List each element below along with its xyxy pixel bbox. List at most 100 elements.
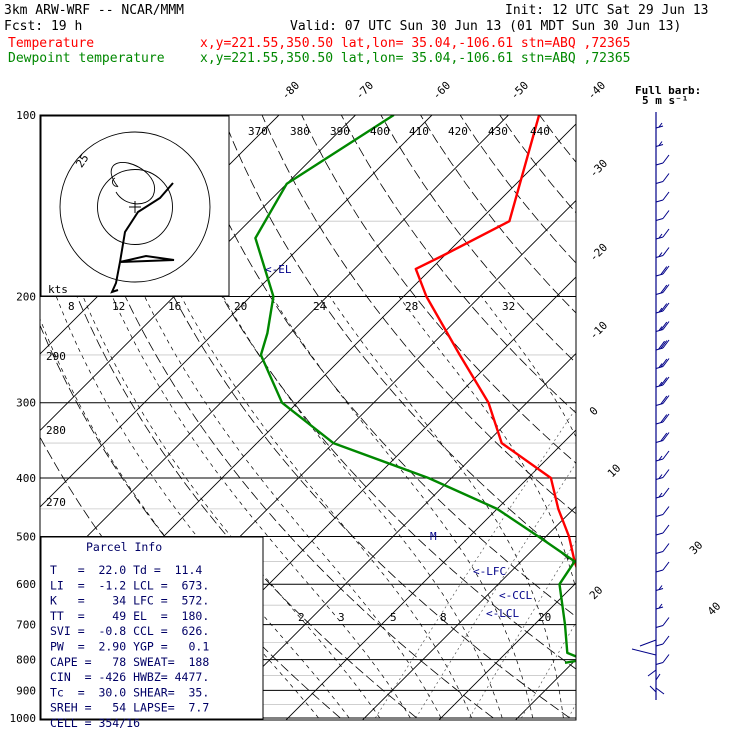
dry-adiabat xyxy=(658,115,740,718)
wind-barb xyxy=(655,173,670,185)
sounding-profiles xyxy=(254,115,576,664)
parcel-info-box: Parcel Info T = 22.0 Td = 11.4LI = -1.2 … xyxy=(40,536,264,730)
mixing-ratio-label: 16 xyxy=(168,300,181,313)
pressure-label: 200 xyxy=(16,291,36,304)
barb-flag xyxy=(662,561,670,571)
hodograph-speed-unit: kts xyxy=(48,283,68,296)
wind-barb xyxy=(655,487,670,499)
dry-adiabat xyxy=(63,115,494,719)
wind-barb xyxy=(655,603,664,610)
isotherm xyxy=(734,115,740,731)
mixing-ratio-line xyxy=(415,462,576,719)
temperature-tick-label: -10 xyxy=(587,319,610,342)
temperature-tick-label: 40 xyxy=(705,600,724,619)
barb-shaft xyxy=(655,402,664,407)
parcel-info-row: Tc = 30.0 SHEAR= 35. xyxy=(50,685,209,699)
barb-flag xyxy=(660,395,668,405)
parcel-info-row: LI = -1.2 LCL = 673. xyxy=(50,578,209,592)
theta-label: 430 xyxy=(488,125,508,138)
barb-flag xyxy=(662,247,670,256)
temperature-tick-label: -60 xyxy=(430,79,453,102)
level-annotation: <-EL xyxy=(265,263,292,276)
wind-barb xyxy=(655,376,670,388)
pressure-label: 700 xyxy=(16,619,36,632)
wind-barb xyxy=(655,210,670,222)
parcel-info-row: CELL = 354/16 xyxy=(50,716,140,730)
barb-flag xyxy=(662,321,670,330)
isotherm xyxy=(40,115,356,432)
hodograph-ring-label: 25 xyxy=(73,152,91,170)
dry-adiabat xyxy=(340,115,576,414)
barb-shaft xyxy=(655,513,664,518)
dry-adiabat xyxy=(301,115,576,464)
theta-label: 380 xyxy=(290,125,310,138)
theta-label: 410 xyxy=(409,125,429,138)
mixing-ratio-label: 8 xyxy=(68,300,75,313)
parcel-info-row: SREH = 54 LAPSE= 7.7 xyxy=(50,701,209,715)
barb-flag xyxy=(660,266,668,275)
temperature-label: Temperature xyxy=(8,36,94,51)
wind-barb xyxy=(655,561,670,573)
barb-half-flag xyxy=(658,603,663,609)
parcel-info-row: SVI = -0.8 CCL = 626. xyxy=(50,624,209,638)
barb-shaft xyxy=(655,643,664,647)
level-annotation: <-LCL xyxy=(486,607,519,620)
barb-flag xyxy=(660,340,668,349)
valid-time: Valid: 07 UTC Sun 30 Jun 13 (01 MDT Sun … xyxy=(290,19,681,34)
dry-adiabat xyxy=(579,115,740,718)
isotherm xyxy=(438,582,576,720)
wind-barb xyxy=(655,543,670,555)
mixing-ratio-line xyxy=(630,403,740,718)
barb-flag xyxy=(662,358,670,367)
moist-adiabat xyxy=(180,296,472,719)
barb-flag xyxy=(662,506,670,515)
barb-flag xyxy=(662,524,670,534)
wind-barb-light xyxy=(631,648,657,656)
mixing-ratio-line xyxy=(690,403,740,718)
theta-label: 420 xyxy=(448,125,468,138)
hodograph: kts 25 xyxy=(40,115,230,297)
mixing-ratio-line xyxy=(603,403,740,718)
barb-half-flag xyxy=(658,252,663,257)
mixing-ratio-label: 2 xyxy=(298,611,305,624)
pressure-label: 100 xyxy=(16,109,36,122)
moist-adiabat xyxy=(674,297,706,719)
mixing-ratio-line xyxy=(469,540,576,719)
barb-flag xyxy=(660,303,668,312)
dry-adiabat xyxy=(103,115,571,719)
barb-shaft xyxy=(655,661,664,666)
wind-barb xyxy=(655,191,670,203)
storm-motion-loop xyxy=(110,162,155,205)
isotherm xyxy=(208,352,576,720)
barb-shaft xyxy=(655,569,664,573)
barb-half-flag xyxy=(658,474,663,479)
hodograph-marker xyxy=(111,177,119,187)
wind-barb xyxy=(655,247,670,259)
mixing-ratio-line xyxy=(653,403,740,718)
barb-shaft xyxy=(655,162,664,166)
parcel-info-row: T = 22.0 Td = 11.4 xyxy=(50,563,202,577)
level-annotation: M xyxy=(430,530,437,543)
dry-adiabat xyxy=(261,115,576,515)
mixing-ratio-label: 8 xyxy=(440,611,447,624)
wind-barb xyxy=(655,321,670,333)
dewpoint-label: Dewpoint temperature xyxy=(8,51,165,66)
wind-barb xyxy=(655,617,670,629)
moist-adiabat xyxy=(398,296,576,591)
theta-label: 290 xyxy=(46,350,66,363)
barb-half-flag xyxy=(658,455,663,461)
theta-label: 390 xyxy=(330,125,350,138)
wind-barb xyxy=(655,265,670,277)
barb-flag xyxy=(660,414,668,423)
hodograph-ring xyxy=(97,169,173,245)
mixing-ratio-label: 24 xyxy=(313,300,327,313)
init-time: Init: 12 UTC Sat 29 Jun 13 xyxy=(505,3,709,18)
temperature-tick-label: -20 xyxy=(587,241,610,264)
barb-shaft xyxy=(655,199,664,203)
moist-adiabat xyxy=(577,297,661,719)
barb-half-flag xyxy=(658,326,663,331)
barb-half-flag xyxy=(658,122,663,128)
moist-adiabat xyxy=(481,296,576,438)
mixing-ratio-line xyxy=(521,621,576,719)
